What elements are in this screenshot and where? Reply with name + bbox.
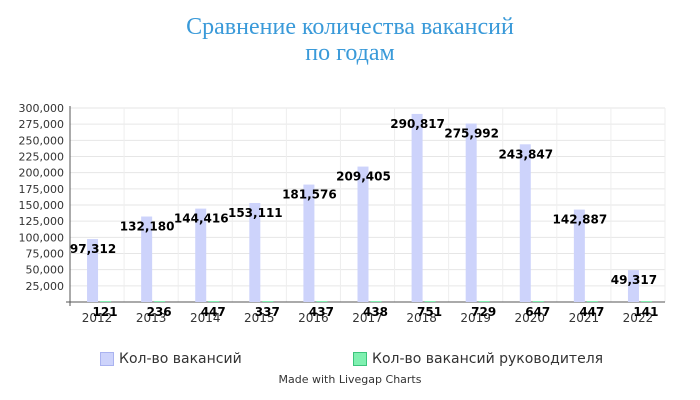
data-label-manager-vacancies: 438 [363,305,388,319]
data-label-vacancies: 132,180 [120,220,175,234]
y-tick-label: 175,000 [19,183,65,196]
data-label-manager-vacancies: 447 [201,305,226,319]
x-tick-label: 2014 [190,311,221,325]
y-tick-label: 125,000 [19,215,65,228]
data-label-vacancies: 144,416 [174,212,229,226]
data-label-manager-vacancies: 121 [93,305,118,319]
y-tick-label: 300,000 [19,102,65,115]
bar-manager-vacancies [640,301,652,302]
bar-manager-vacancies [262,301,274,302]
bar-vacancies [87,239,99,302]
data-label-vacancies: 243,847 [498,147,553,161]
x-tick-label: 2016 [298,311,329,325]
bar-manager-vacancies [424,301,436,302]
chart-title-line-2: по годам [305,40,395,66]
bar-vacancies [249,202,261,302]
bar-chart: 25,000 50,000 75,000 100,000 125,000 150,000 1… [19,102,666,325]
bar-vacancies [303,184,315,302]
bar-vacancies [627,270,639,302]
bar-vacancies [519,144,531,302]
y-tick-label: 25,000 [26,280,65,293]
y-tick-label: 50,000 [26,264,65,277]
y-tick-label: 225,000 [19,151,65,164]
x-tick-label: 2013 [136,311,167,325]
data-label-vacancies: 275,992 [444,127,499,141]
data-label-vacancies: 153,111 [228,206,283,220]
data-label-vacancies: 97,312 [70,242,116,256]
data-label-manager-vacancies: 447 [579,305,604,319]
x-tick-label: 2021 [569,311,600,325]
data-label-manager-vacancies: 647 [525,305,550,319]
x-tick-label: 2019 [460,311,491,325]
x-tick-label: 2018 [406,311,437,325]
bar-manager-vacancies [154,301,166,302]
bar-vacancies [141,216,153,302]
data-label-manager-vacancies: 437 [309,305,334,319]
data-label-manager-vacancies: 337 [255,305,280,319]
bar-vacancies [195,208,207,302]
legend-swatch-vacancies [100,352,114,366]
y-tick-label: 250,000 [19,134,65,147]
legend-label-manager-vacancies: Кол-во вакансий руководителя [372,351,604,367]
bar-manager-vacancies [316,301,328,302]
legend-item-vacancies[interactable]: Кол-во вакансий [100,351,242,367]
bar-vacancies [573,209,585,302]
data-label-manager-vacancies: 729 [471,305,496,319]
data-label-manager-vacancies: 141 [633,305,658,319]
y-tick-label: 200,000 [19,167,65,180]
bar-manager-vacancies [370,301,382,302]
legend-label-vacancies: Кол-во вакансий [119,351,242,367]
y-tick-label: 275,000 [19,118,65,131]
chart-title-line-1: Сравнение количества вакансий [186,14,514,40]
data-label-vacancies: 209,405 [336,170,391,184]
legend-item-manager-vacancies[interactable]: Кол-во вакансий руководителя [353,351,603,367]
x-tick-label: 2012 [82,311,113,325]
legend: Кол-во вакансий Кол-во вакансий руководи… [0,351,700,371]
x-tick-label: 2020 [514,311,545,325]
data-label-manager-vacancies: 751 [417,305,442,319]
x-tick-label: 2022 [623,311,654,325]
bar-vacancies [357,166,369,302]
bar-manager-vacancies [532,301,544,302]
x-tick-label: 2015 [244,311,275,325]
x-tick-label: 2017 [352,311,383,325]
data-label-manager-vacancies: 236 [147,305,172,319]
data-label-vacancies: 49,317 [611,273,657,287]
data-label-vacancies: 142,887 [553,213,608,227]
data-label-vacancies: 290,817 [390,117,445,131]
bar-vacancies [411,113,423,302]
y-tick-label: 75,000 [26,248,65,261]
credit-text[interactable]: Made with Livegap Charts [278,373,422,386]
bar-manager-vacancies [478,301,490,302]
chart-title: Сравнение количества вакансий по годам [0,14,700,66]
bar-manager-vacancies [586,301,598,302]
legend-swatch-manager-vacancies [353,352,367,366]
bar-vacancies [465,123,477,302]
bar-manager-vacancies [100,301,112,302]
y-tick-label: 100,000 [19,231,65,244]
y-tick-label: 150,000 [19,199,65,212]
bar-manager-vacancies [208,301,220,302]
data-label-vacancies: 181,576 [282,188,337,202]
